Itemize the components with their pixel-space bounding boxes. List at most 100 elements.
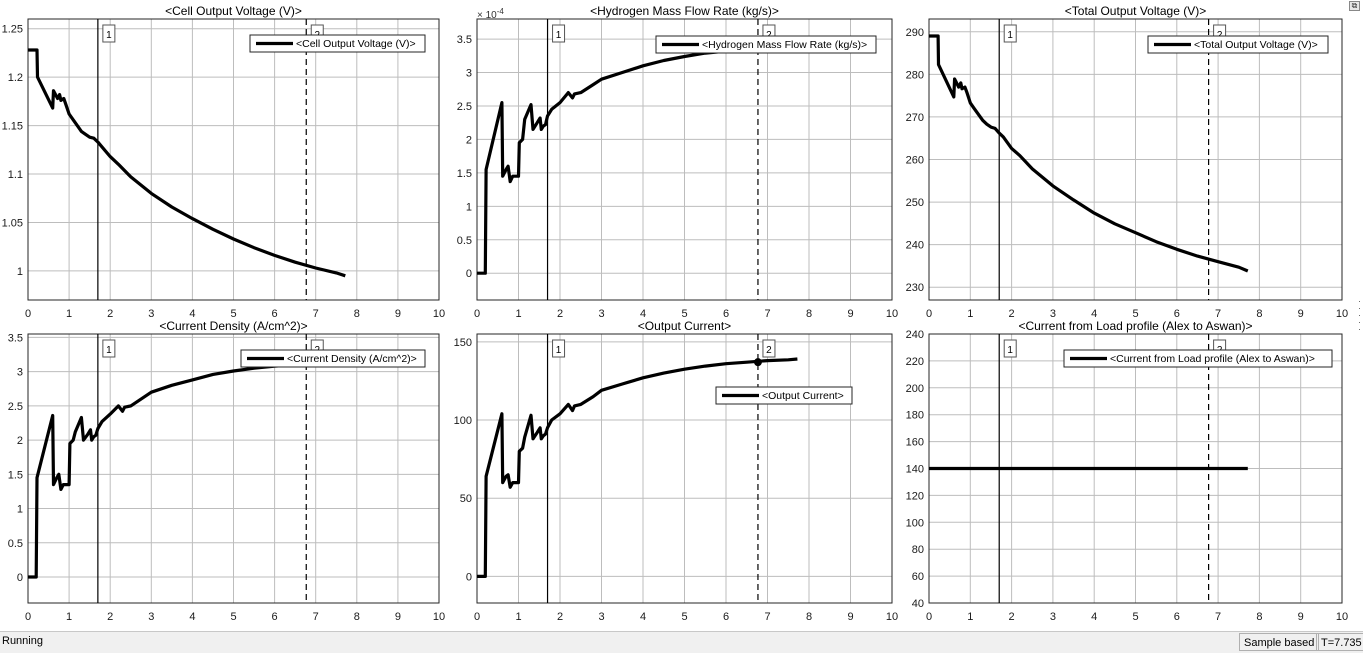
x-tick-label: 9	[847, 611, 853, 623]
y-tick-label: 60	[912, 571, 924, 583]
y-tick-label: 3	[17, 367, 23, 379]
plot-border	[928, 18, 1343, 301]
x-tick-label: 6	[723, 611, 729, 623]
y-tick-label: 240	[906, 240, 924, 252]
y-tick-label: 1.15	[2, 121, 23, 133]
simulation-state: Running	[2, 635, 43, 647]
y-tick-label: 0	[17, 572, 23, 584]
y-tick-label: 1.2	[8, 72, 23, 84]
x-tick-label: 1	[66, 611, 72, 623]
resize-handle[interactable]: · · · · ·	[1358, 296, 1361, 334]
plot-border	[476, 18, 893, 301]
y-tick-label: 3	[466, 68, 472, 80]
plot-title: <Cell Output Voltage (V)>	[165, 4, 302, 18]
x-tick-label: 3	[598, 308, 604, 320]
legend-box	[1063, 349, 1333, 368]
y-tick-label: 250	[906, 197, 924, 209]
cursor-tag-1: 1	[556, 345, 562, 356]
x-tick-label: 3	[148, 611, 154, 623]
cursor-tag-1: 1	[556, 30, 562, 41]
plot-title: <Current Density (A/cm^2)>	[159, 319, 307, 333]
x-tick-label: 4	[1091, 611, 1097, 623]
y-tick-label: 240	[906, 329, 924, 341]
y-tick-label: 50	[460, 493, 472, 505]
cursor-tag-box-1	[102, 24, 116, 43]
y-tick-label: 2.5	[457, 101, 472, 113]
y-tick-label: 1.5	[8, 469, 23, 481]
x-tick-label: 8	[1256, 611, 1262, 623]
x-tick-label: 10	[433, 308, 445, 320]
y-tick-label: 0	[466, 571, 472, 583]
x-tick-label: 4	[640, 611, 646, 623]
x-tick-label: 7	[1215, 611, 1221, 623]
y-tick-label: 2	[17, 435, 23, 447]
x-tick-label: 6	[272, 308, 278, 320]
x-tick-label: 5	[681, 611, 687, 623]
x-tick-label: 2	[557, 308, 563, 320]
legend: <Total Output Voltage (V)>	[1147, 35, 1329, 54]
x-tick-label: 1	[515, 611, 521, 623]
x-tick-label: 6	[272, 611, 278, 623]
x-tick-label: 2	[1009, 308, 1015, 320]
x-tick-label: 3	[148, 308, 154, 320]
x-tick-label: 4	[640, 308, 646, 320]
plot-3: 0 1 2 3 4 5 6 7 8 9 10 230 240 250 260 270 280 290 <Total …	[906, 4, 1348, 320]
y-tick-label: 120	[906, 490, 924, 502]
legend: <Hydrogen Mass Flow Rate (kg/s)>	[655, 35, 877, 54]
legend-box	[1147, 35, 1329, 54]
series-line	[28, 361, 307, 579]
x-tick-label: 7	[1215, 308, 1221, 320]
x-tick-label: 9	[1298, 308, 1304, 320]
x-tick-label: 10	[433, 611, 445, 623]
x-tick-label: 5	[681, 308, 687, 320]
sampling-mode: Sample based	[1239, 633, 1320, 651]
y-tick-label: 2.5	[8, 401, 23, 413]
y-tick-label: 270	[906, 112, 924, 124]
x-tick-label: 3	[1050, 611, 1056, 623]
x-tick-label: 5	[230, 611, 236, 623]
x-tick-label: 8	[354, 308, 360, 320]
x-tick-label: 0	[926, 611, 932, 623]
plot-1: 0 1 2 3 4 5 6 7 8 9 10 1 1.05 1.1 1.15 1.2 1.25 <Cell Out…	[2, 4, 446, 320]
x-tick-label: 10	[886, 308, 898, 320]
plot-title: <Output Current>	[638, 319, 731, 333]
undock-icon[interactable]: ⧉	[1349, 1, 1360, 11]
y-tick-label: 200	[906, 383, 924, 395]
y-multiplier: × 10-4	[477, 7, 504, 21]
cursor-tag-box-1	[552, 24, 566, 43]
y-tick-label: 140	[906, 464, 924, 476]
cursor-marker	[753, 358, 762, 367]
legend-box	[715, 386, 853, 405]
y-tick-label: 80	[912, 544, 924, 556]
x-tick-label: 4	[1091, 308, 1097, 320]
x-tick-label: 0	[926, 308, 932, 320]
plot-2: 0 1 2 3 4 5 6 7 8 9 10 0 0.5 1 1.5 2 2.5 3 3.5 <Hydrogen Ma…	[457, 4, 898, 320]
legend-box	[249, 34, 426, 53]
x-tick-label: 9	[395, 308, 401, 320]
status-bar: Running Sample based T=7.735	[0, 631, 1363, 653]
x-tick-label: 1	[515, 308, 521, 320]
x-tick-label: 0	[474, 611, 480, 623]
cursor-tag-box-2	[762, 339, 776, 358]
x-tick-label: 5	[1132, 308, 1138, 320]
x-tick-label: 10	[1336, 308, 1348, 320]
plot-6: 0 1 2 3 4 5 6 7 8 9 10 40 60 80 100 120 140 160 180 200 220 2…	[906, 319, 1348, 623]
y-tick-label: 290	[906, 27, 924, 39]
y-tick-label: 150	[454, 337, 472, 349]
legend-box	[240, 349, 426, 368]
y-tick-label: 260	[906, 155, 924, 167]
y-tick-label: 0.5	[8, 538, 23, 550]
legend-label: <Cell Output Voltage (V)>	[296, 38, 416, 50]
x-tick-label: 6	[1174, 308, 1180, 320]
legend-label: <Hydrogen Mass Flow Rate (kg/s)>	[702, 39, 867, 51]
cursor-tag-2: 2	[766, 345, 772, 356]
x-tick-label: 0	[25, 308, 31, 320]
x-tick-label: 2	[107, 308, 113, 320]
y-tick-label: 230	[906, 282, 924, 294]
cursor-tag-box-1	[1003, 339, 1017, 358]
x-tick-label: 0	[25, 611, 31, 623]
x-tick-label: 9	[395, 611, 401, 623]
y-tick-label: 3.5	[8, 332, 23, 344]
